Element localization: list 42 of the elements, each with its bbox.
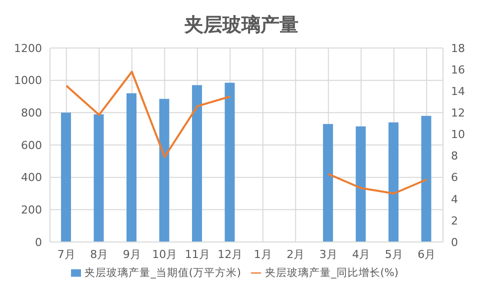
x-tick-label: 10月 (152, 248, 178, 261)
legend-label: 夹层玻璃产量_同比增长(%) (265, 267, 398, 279)
bar (159, 98, 170, 242)
bar (421, 116, 432, 242)
x-tick-label: 11月 (184, 248, 210, 261)
chart-title: 夹层玻璃产量 (183, 13, 300, 38)
bar (126, 93, 136, 242)
x-tick-label: 9月 (122, 248, 141, 261)
legend-label: 夹层玻璃产量_当期值(万平方米) (84, 267, 242, 279)
y2-tick-label: 14 (451, 85, 465, 98)
y2-tick-label: 6 (451, 171, 458, 184)
y2-tick-label: 10 (451, 128, 465, 142)
x-tick-label: 5月 (384, 248, 403, 261)
bar (323, 124, 333, 242)
x-tick-label: 3月 (319, 248, 338, 261)
x-tick-label: 2月 (286, 248, 305, 261)
y-tick-label: 1000 (14, 74, 42, 88)
x-tick-label: 6月 (418, 248, 436, 261)
bar (61, 112, 71, 242)
y-tick-label: 1200 (14, 42, 42, 55)
y-tick-label: 600 (21, 138, 42, 152)
bar (192, 85, 202, 242)
x-tick-label: 4月 (352, 248, 370, 261)
bar (94, 114, 104, 242)
y2-tick-label: 8 (451, 150, 458, 163)
x-tick-label: 8月 (90, 248, 108, 261)
x-tick-label: 12月 (218, 248, 243, 261)
y-tick-label: 0 (35, 236, 42, 249)
y-tick-label: 400 (21, 171, 42, 184)
y2-tick-label: 4 (451, 192, 458, 206)
x-tick-label: 7月 (57, 248, 76, 261)
y2-tick-label: 12 (451, 106, 465, 120)
y-tick-label: 200 (21, 204, 42, 217)
y2-tick-label: 0 (451, 236, 458, 249)
x-tick-label: 1月 (254, 248, 272, 261)
bar (388, 122, 398, 242)
y2-tick-label: 16 (451, 63, 465, 76)
y2-tick-label: 18 (451, 42, 465, 55)
bar (356, 126, 366, 242)
y-tick-label: 800 (21, 106, 42, 120)
y2-tick-label: 2 (451, 214, 458, 228)
bar (224, 82, 235, 242)
